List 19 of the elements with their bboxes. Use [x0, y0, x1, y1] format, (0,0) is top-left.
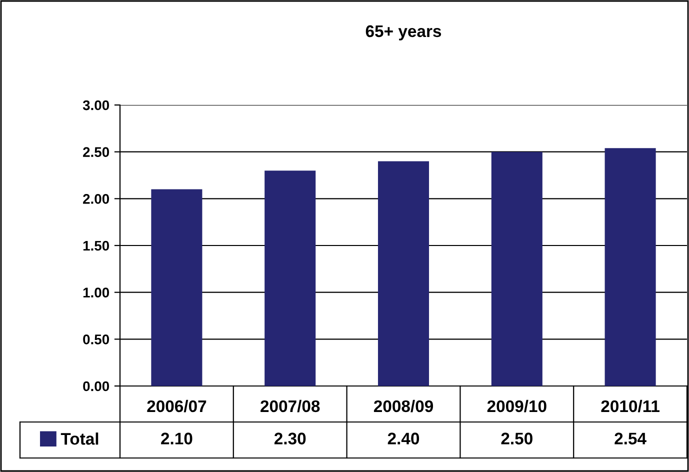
x-tick-label: 2009/10 [487, 400, 546, 412]
data-label: 2.10 [161, 432, 192, 444]
x-tick-label: 2008/09 [374, 400, 434, 412]
y-tick-label: 0.50 [83, 334, 110, 344]
data-label: 2.50 [501, 432, 532, 444]
data-label: 2.54 [614, 432, 646, 444]
legend-label: Total [60, 432, 98, 445]
data-label: 2.40 [388, 432, 420, 444]
y-tick-label: 2.50 [83, 147, 110, 158]
y-tick-label: 2.00 [83, 194, 110, 204]
y-tick-label: 3.00 [82, 100, 110, 110]
chart-title: 65+ years [366, 25, 442, 40]
x-tick-label: 2007/08 [260, 400, 320, 412]
x-tick-label: 2010/11 [601, 400, 660, 412]
y-tick-label: 0.00 [83, 381, 110, 392]
y-tick-label: 1.00 [83, 288, 110, 298]
y-tick-label: 1.50 [83, 240, 110, 251]
data-label: 2.30 [274, 432, 306, 444]
x-tick-label: 2006/07 [147, 400, 206, 412]
